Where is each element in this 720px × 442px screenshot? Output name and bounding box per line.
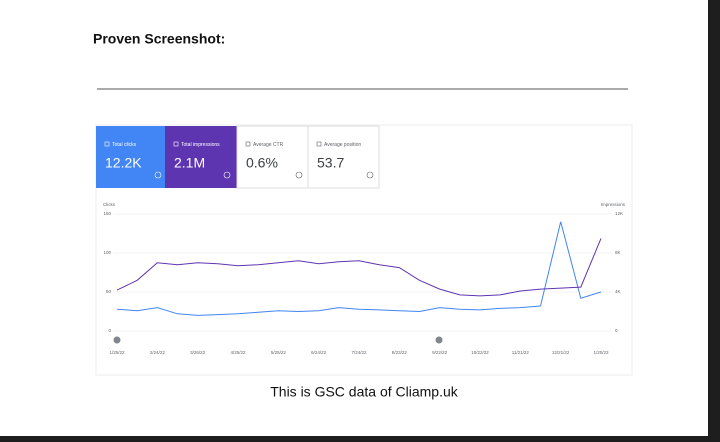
card-value: 2.1M: [174, 155, 205, 171]
x-tick-label: 11/21/22: [512, 350, 530, 355]
annotation-marker: [113, 336, 121, 344]
series-line: [116, 221, 602, 316]
title: Proven Screenshot:: [93, 31, 225, 47]
y-tick-label: 0: [108, 328, 111, 333]
dark-border: [0, 436, 720, 442]
x-tick-label: 1/25/22: [109, 350, 125, 355]
checkbox: [173, 141, 179, 147]
card-label: Total impressions: [181, 142, 220, 148]
card-label: Average position: [324, 142, 361, 148]
y2-tick-label: 4K: [615, 289, 621, 294]
checkbox: [104, 141, 110, 147]
card-impressions: [165, 126, 237, 188]
caption: This is GSC data of Cliamp.uk: [270, 384, 459, 400]
y2-tick-label: 8K: [615, 250, 621, 255]
help-icon: [223, 171, 231, 179]
y-axis-label: Clicks: [103, 202, 116, 207]
checkbox: [316, 141, 322, 147]
y2-tick-label: 12K: [615, 211, 623, 216]
x-tick-label: 8/23/22: [392, 350, 408, 355]
x-tick-label: 5/25/22: [271, 350, 287, 355]
series-line: [116, 238, 602, 297]
card-ctr: [236, 125, 309, 189]
card-clicks: [96, 126, 165, 188]
card-position: [307, 125, 380, 189]
y-tick-label: 150: [103, 211, 111, 216]
annotation-marker: [435, 336, 443, 344]
y2-tick-label: 0: [615, 328, 618, 333]
y-tick-label: 50: [106, 289, 112, 294]
card-value: 0.6%: [246, 155, 278, 171]
help-icon: [154, 171, 162, 179]
x-tick-label: 4/25/22: [230, 350, 246, 355]
card-value: 12.2K: [105, 155, 142, 171]
x-tick-label: 10/22/22: [471, 350, 489, 355]
x-tick-label: 12/21/22: [552, 350, 570, 355]
card-label: Total clicks: [112, 142, 137, 148]
x-tick-label: 9/22/22: [432, 350, 448, 355]
card-label: Average CTR: [253, 142, 284, 148]
y2-axis-label: Impressions: [601, 202, 626, 207]
y-tick-label: 100: [103, 250, 111, 255]
help-icon: [295, 171, 303, 179]
card-value: 53.7: [317, 155, 344, 171]
x-tick-label: 6/24/22: [311, 350, 327, 355]
x-tick-label: 7/24/22: [351, 350, 367, 355]
x-tick-label: 2/24/22: [150, 350, 166, 355]
help-icon: [366, 171, 374, 179]
dark-border: [708, 0, 720, 442]
x-tick-label: 3/26/22: [190, 350, 206, 355]
checkbox: [245, 141, 251, 147]
x-tick-label: 1/20/23: [593, 350, 609, 355]
